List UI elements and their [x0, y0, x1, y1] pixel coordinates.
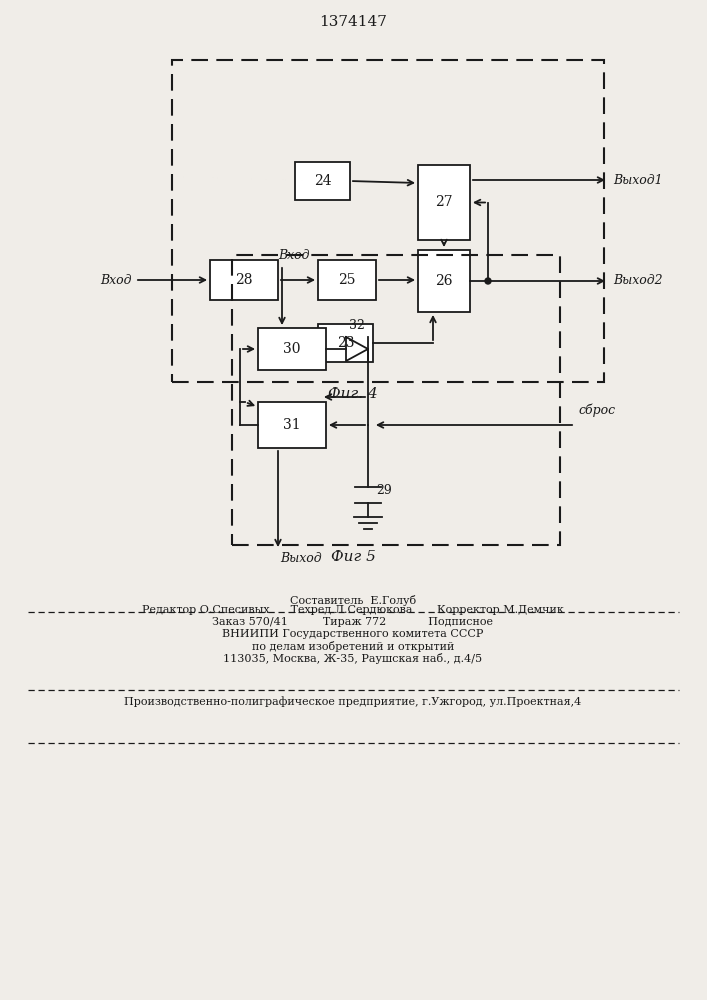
Text: 26: 26	[436, 274, 452, 288]
FancyBboxPatch shape	[318, 260, 376, 300]
Circle shape	[485, 278, 491, 284]
Text: 113035, Москва, Ж-35, Раушская наб., д.4/5: 113035, Москва, Ж-35, Раушская наб., д.4…	[223, 652, 483, 664]
Text: 24: 24	[314, 174, 332, 188]
Text: ВНИИПИ Государственного комитета СССР: ВНИИПИ Государственного комитета СССР	[222, 629, 484, 639]
FancyBboxPatch shape	[418, 165, 470, 240]
Text: 27: 27	[436, 196, 452, 210]
Text: 23: 23	[337, 336, 354, 350]
Text: Фиг 5: Фиг 5	[331, 550, 375, 564]
Text: 31: 31	[284, 418, 300, 432]
Text: 28: 28	[235, 273, 252, 287]
FancyBboxPatch shape	[418, 250, 470, 312]
Text: 30: 30	[284, 342, 300, 356]
Text: Фиг. 4: Фиг. 4	[328, 387, 378, 401]
Text: Составитель  Е.Голуб: Составитель Е.Голуб	[290, 594, 416, 605]
Text: Вход: Вход	[278, 249, 310, 262]
Text: 1374147: 1374147	[319, 15, 387, 29]
Text: Выход2: Выход2	[613, 274, 662, 288]
Text: Заказ 570/41          Тираж 772            Подписное: Заказ 570/41 Тираж 772 Подписное	[213, 617, 493, 627]
Text: Выход1: Выход1	[613, 174, 662, 186]
Text: 29: 29	[376, 484, 392, 496]
FancyBboxPatch shape	[318, 324, 373, 362]
Text: 32: 32	[349, 319, 365, 332]
Text: Редактор О.Спесивых      Техред Л.Сердюкова       Корректор М.Демчик: Редактор О.Спесивых Техред Л.Сердюкова К…	[142, 605, 564, 615]
Text: Производственно-полиграфическое предприятие, г.Ужгород, ул.Проектная,4: Производственно-полиграфическое предприя…	[124, 697, 582, 707]
FancyBboxPatch shape	[258, 328, 326, 370]
FancyBboxPatch shape	[258, 402, 326, 448]
Text: сброс: сброс	[578, 403, 615, 417]
Text: Выход: Выход	[280, 552, 322, 565]
Text: Вход: Вход	[100, 273, 132, 286]
FancyBboxPatch shape	[295, 162, 350, 200]
Text: по делам изобретений и открытий: по делам изобретений и открытий	[252, 641, 454, 652]
FancyBboxPatch shape	[210, 260, 278, 300]
Text: 25: 25	[338, 273, 356, 287]
